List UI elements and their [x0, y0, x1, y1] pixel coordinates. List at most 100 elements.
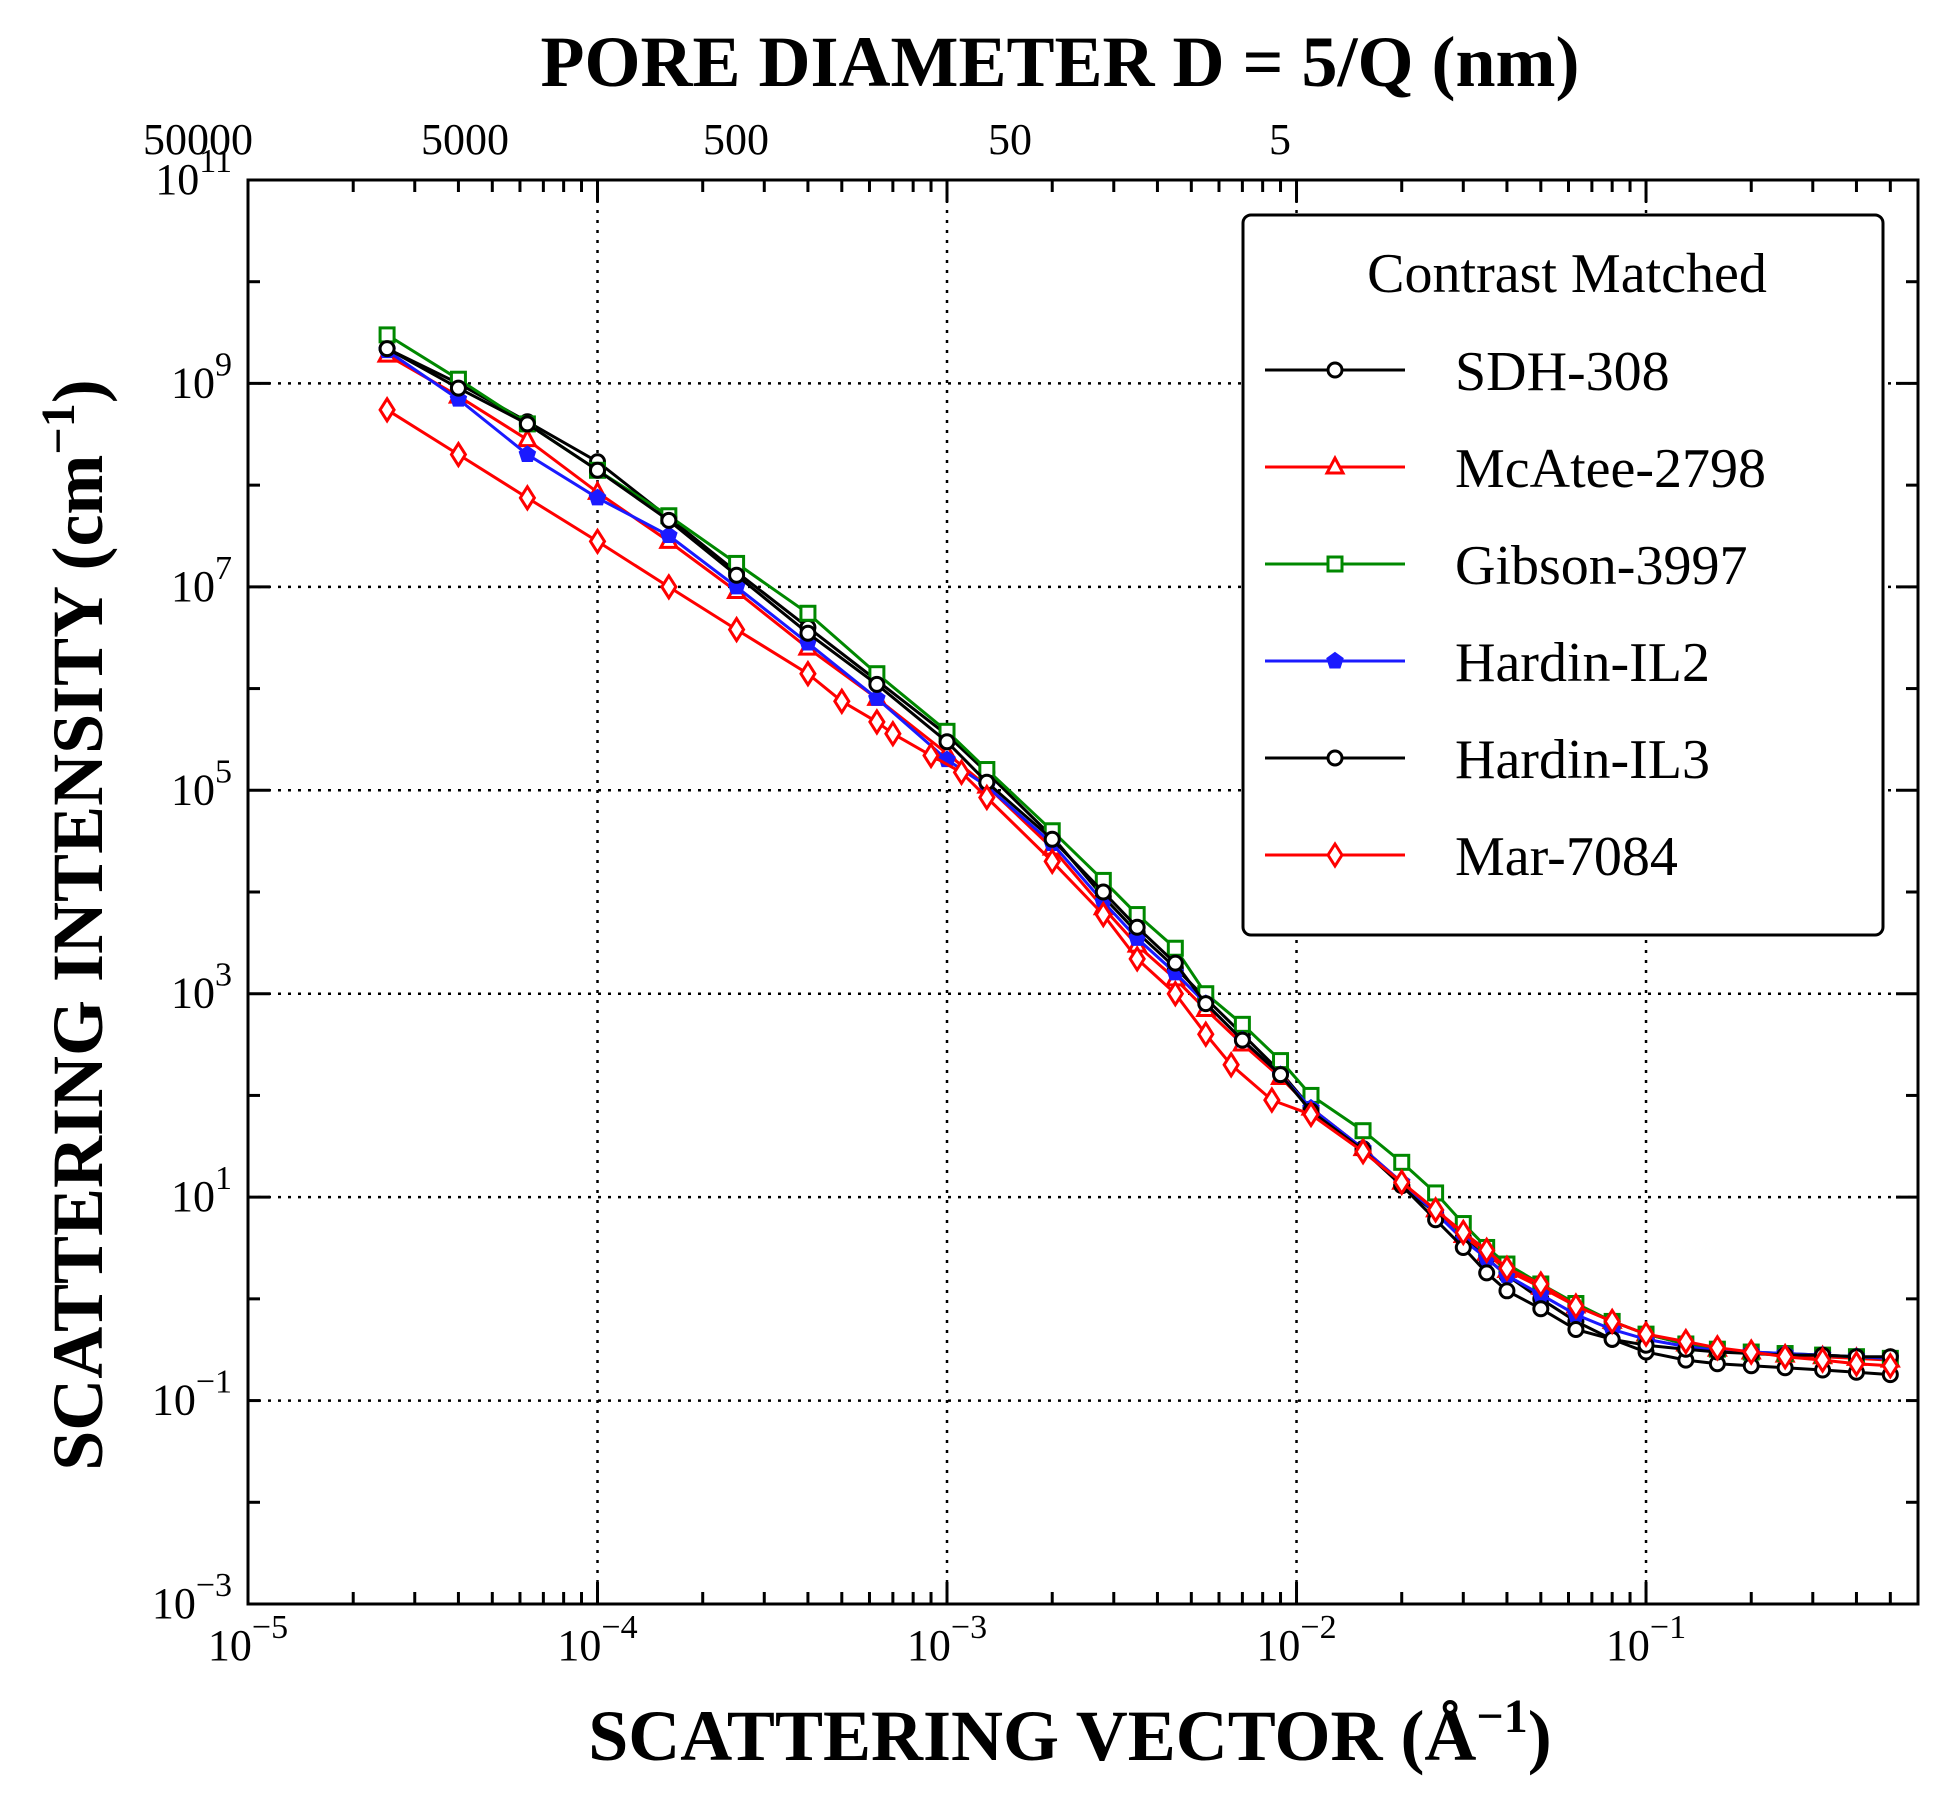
- x-tick-label: 10−2: [1256, 1609, 1336, 1670]
- legend-entries: SDH-308 McAtee-2798 Gibson-3997 Hardin-IL2 H…: [1265, 341, 1766, 888]
- data-point-circle: [1166, 954, 1184, 972]
- y-tick-label: 109: [171, 346, 232, 407]
- data-point-diamond: [1776, 1342, 1794, 1371]
- y-tick-label: 10−1: [152, 1364, 232, 1425]
- legend-title: Contrast Matched: [1367, 243, 1767, 305]
- data-point-square: [1233, 1015, 1251, 1033]
- data-point-circle: [1043, 830, 1061, 848]
- data-point-diamond: [1477, 1236, 1496, 1265]
- data-point-square: [799, 604, 817, 622]
- y-tick-label-exp: 3: [215, 957, 232, 994]
- data-point-diamond: [1567, 1292, 1585, 1320]
- x-axis-title-text: SCATTERING VECTOR (Å: [588, 1696, 1476, 1776]
- data-point-diamond: [868, 708, 886, 736]
- legend-entry: McAtee-2798: [1265, 438, 1766, 500]
- data-point-diamond: [799, 659, 817, 688]
- data-point-diamond: [1302, 1100, 1320, 1129]
- legend-entry: Hardin-IL2: [1265, 632, 1710, 694]
- data-point-circle: [1128, 918, 1146, 936]
- data-point-diamond: [922, 741, 940, 770]
- x-tick-label-base: 10: [557, 1621, 601, 1670]
- data-point-diamond: [1326, 841, 1344, 869]
- data-point-diamond: [378, 396, 396, 424]
- data-point-diamond: [1708, 1334, 1727, 1362]
- data-point-pentagon: [588, 488, 607, 506]
- legend-label: Hardin-IL2: [1455, 632, 1710, 694]
- top-tick-label: 50: [988, 115, 1032, 164]
- data-point-diamond: [1263, 1086, 1281, 1114]
- data-point-square: [378, 326, 396, 344]
- y-tick-label-base: 10: [171, 358, 215, 407]
- data-point-diamond: [952, 758, 971, 787]
- data-point-circle: [1197, 995, 1215, 1013]
- legend-label: SDH-308: [1455, 341, 1670, 403]
- y-tick-label-base: 10: [155, 155, 199, 204]
- top-tick-label: 50000: [143, 115, 253, 164]
- data-point-diamond: [884, 719, 902, 748]
- x-axis-title-sup: −1: [1476, 1690, 1527, 1743]
- y-tick-label-base: 10: [171, 1172, 215, 1221]
- x-tick-labels: 10−5 10−4 10−3 10−2 10−1: [208, 1609, 1686, 1670]
- top-tick-label: 500: [703, 115, 769, 164]
- minor-ticks: [246, 178, 1918, 1606]
- data-point-circle: [728, 566, 746, 584]
- legend-box: [1241, 213, 1885, 937]
- data-point-circle: [1567, 1320, 1585, 1338]
- x-tick-label-base: 10: [208, 1621, 252, 1670]
- data-point-diamond: [1813, 1346, 1832, 1374]
- y-tick-label-exp: −3: [196, 1567, 232, 1604]
- data-point-circle: [518, 415, 536, 433]
- top-axis-title: PORE DIAMETER D = 5/Q (nm): [540, 22, 1579, 102]
- data-point-diamond: [1881, 1351, 1900, 1380]
- y-tick-label-exp: 5: [215, 753, 232, 790]
- data-point-circle: [938, 733, 956, 751]
- y-tick-label: 10−3: [152, 1567, 232, 1628]
- x-tick-label: 10−3: [907, 1609, 987, 1670]
- data-point-diamond: [1392, 1168, 1411, 1197]
- data-point-diamond: [1128, 945, 1146, 973]
- y-tick-label-exp: −1: [196, 1364, 232, 1401]
- x-tick-label-exp: −2: [1300, 1609, 1336, 1646]
- legend-entry: SDH-308: [1265, 341, 1670, 403]
- x-tick-label-base: 10: [907, 1621, 951, 1670]
- y-axis-title-text: SCATTERING INTENSITY (cm: [38, 455, 118, 1471]
- legend-entry: Hardin-IL3: [1265, 729, 1710, 791]
- plot-frame: [246, 178, 1920, 1606]
- legend-label: Hardin-IL3: [1455, 729, 1710, 791]
- data-point-circle: [1094, 883, 1112, 901]
- x-tick-label: 10−4: [557, 1609, 637, 1670]
- data-point-circle: [1326, 361, 1344, 379]
- legend-entry: Gibson-3997: [1265, 535, 1747, 597]
- data-point-diamond: [588, 527, 607, 556]
- y-tick-label: 1011: [155, 143, 232, 204]
- y-tick-label-exp: 11: [199, 143, 232, 180]
- y-tick-label-exp: 1: [215, 1160, 232, 1197]
- y-axis-title-tail: ): [38, 379, 118, 403]
- x-tick-label-exp: −5: [252, 1609, 288, 1646]
- data-point-circle: [799, 624, 817, 642]
- data-point-circle: [1478, 1264, 1496, 1282]
- y-tick-label-base: 10: [152, 1376, 196, 1425]
- data-point-diamond: [449, 440, 468, 469]
- legend-label: McAtee-2798: [1455, 438, 1766, 500]
- x-tick-label-base: 10: [1606, 1621, 1650, 1670]
- data-point-diamond: [1222, 1051, 1240, 1079]
- data-point-circle: [1532, 1300, 1550, 1318]
- data-point-diamond: [727, 615, 746, 644]
- data-point-square: [1166, 939, 1184, 957]
- data-point-circle: [1326, 749, 1344, 767]
- legend-label: Mar-7084: [1455, 826, 1678, 888]
- top-tick-labels: 50000 5000 500 50 5: [143, 115, 1291, 164]
- x-axis-title: SCATTERING VECTOR (Å−1): [588, 1690, 1552, 1776]
- series-layer: [376, 326, 1901, 1384]
- data-point-circle: [1498, 1282, 1516, 1300]
- data-point-diamond: [1677, 1327, 1695, 1356]
- data-point-square: [1354, 1122, 1372, 1140]
- y-tick-label-exp: 7: [215, 550, 232, 587]
- y-tick-label-base: 10: [171, 765, 215, 814]
- y-tick-label-base: 10: [171, 562, 215, 611]
- data-point-diamond: [1454, 1218, 1473, 1247]
- legend-entry: Mar-7084: [1265, 826, 1678, 888]
- data-point-diamond: [1603, 1307, 1621, 1336]
- x-axis-title-tail: ): [1528, 1696, 1552, 1776]
